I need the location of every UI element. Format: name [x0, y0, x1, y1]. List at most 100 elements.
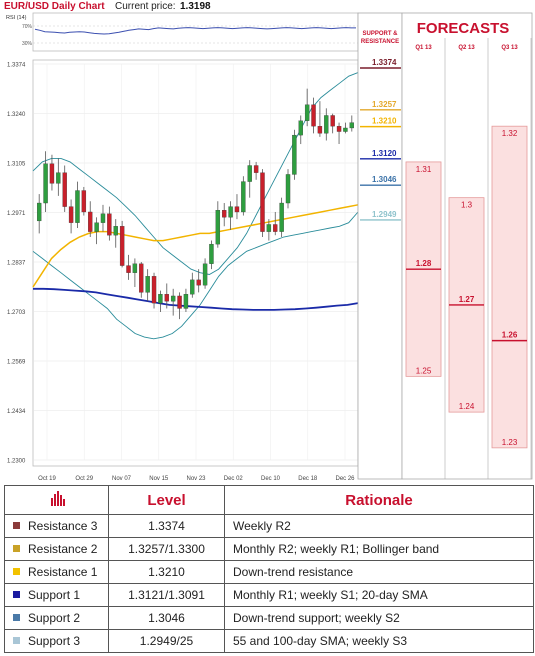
x-tick-label: Oct 19	[38, 476, 56, 482]
table-row: Resistance 3 1.3374 Weekly R2	[4, 514, 534, 538]
candle-body	[215, 210, 221, 245]
rsi-series	[34, 27, 356, 35]
y-tick-label: 1.2434	[7, 409, 26, 415]
y-tick-label: 1.2569	[7, 360, 26, 366]
rsi-label: RSI (14)	[6, 15, 27, 21]
candle-body	[145, 276, 150, 293]
indicator-line	[33, 287, 359, 311]
forecast-value-label: 1.25	[416, 366, 432, 375]
candle-body	[43, 163, 48, 204]
candles	[36, 88, 355, 320]
forecast-value-label: 1.24	[459, 402, 475, 411]
y-tick-label: 1.2703	[7, 310, 26, 316]
y-tick-label: 1.2837	[7, 261, 26, 267]
sr-column	[357, 12, 403, 480]
candle-body	[75, 190, 80, 223]
level-rationale: Down-trend resistance	[224, 560, 534, 584]
candle-body	[228, 206, 233, 218]
color-swatch	[13, 568, 20, 576]
y-tick-label: 1.3374	[7, 63, 26, 69]
x-tick-label: Oct 29	[75, 476, 93, 482]
candle-body	[209, 243, 214, 264]
level-name-cell: Resistance 2	[4, 537, 109, 561]
candle-body	[151, 276, 157, 304]
candle-body	[285, 174, 291, 204]
sr-title-line1: SUPPORT &	[362, 31, 398, 37]
level-name: Support 1	[28, 588, 81, 602]
candle-body	[126, 265, 131, 273]
forecast-value-label: 1.3	[461, 201, 473, 210]
sr-level-label: 1.3374	[372, 58, 397, 67]
levels-table: Level Rationale Resistance 3 1.3374 Week…	[4, 485, 534, 653]
level-value: 1.3210	[108, 560, 225, 584]
level-rationale: Monthly R1; weekly S1; 20-day SMA	[224, 583, 534, 607]
candle-body	[119, 226, 125, 266]
candle-body	[183, 294, 189, 309]
sr-level-label: 1.2949	[372, 210, 397, 219]
forecast-value-label: 1.32	[502, 129, 518, 138]
level-value: 1.3257/1.3300	[108, 537, 225, 561]
forecast-value-label: 1.23	[502, 438, 518, 447]
candle-body	[68, 206, 74, 223]
level-name: Support 3	[28, 634, 81, 648]
forecast-quarter-label: Q1 13	[415, 45, 432, 51]
level-name-cell: Resistance 3	[4, 514, 109, 538]
y-axis-ticks: 1.3374 1.3240 1.3105 1.2971 1.2837 1.2703 1.25…	[7, 63, 26, 465]
level-name: Resistance 1	[28, 565, 98, 579]
x-tick-label: Nov 15	[149, 476, 169, 482]
x-tick-label: Nov 07	[112, 476, 132, 482]
table-header-level: Level	[108, 485, 225, 515]
chart-figure: EUR/USD Daily Chart Current price: 1.319…	[4, 1, 533, 482]
candle-body	[139, 263, 144, 293]
candle-body	[132, 263, 138, 273]
forecast-value-label: 1.27	[459, 295, 475, 304]
candle-body	[304, 104, 310, 121]
x-tick-label: Dec 26	[335, 476, 355, 482]
level-rationale: 55 and 100-day SMA; weekly S3	[224, 629, 534, 653]
candle-body	[88, 211, 93, 232]
level-name-cell: Support 1	[4, 583, 109, 607]
price-pane	[32, 59, 359, 467]
x-tick-label: Nov 23	[186, 476, 206, 482]
candle-body	[56, 172, 61, 184]
forecast-value-label: 1.26	[502, 331, 518, 340]
candle-body	[100, 213, 106, 223]
candle-body	[253, 165, 259, 173]
sr-title-line2: RESISTANCE	[361, 39, 399, 45]
forecast-quarter-label: Q2 13	[458, 45, 475, 51]
y-tick-label: 1.2971	[7, 211, 26, 217]
level-name-cell: Resistance 1	[4, 560, 109, 584]
candle-body	[343, 127, 348, 132]
table-row: Resistance 2 1.3257/1.3300 Monthly R2; w…	[4, 537, 534, 561]
table-row: Resistance 1 1.3210 Down-trend resistanc…	[4, 560, 534, 584]
color-swatch	[13, 522, 20, 530]
forecasts-title: FORECASTS	[417, 20, 510, 37]
table-row: Support 2 1.3046 Down-trend support; wee…	[4, 606, 534, 630]
candle-body	[190, 279, 195, 295]
forecast-value-label: 1.28	[416, 259, 432, 268]
candle-body	[247, 165, 252, 182]
x-tick-label: Dec 02	[224, 476, 244, 482]
table-header-icon-cell	[4, 485, 109, 515]
level-name-cell: Support 2	[4, 606, 109, 630]
indicator-lines	[32, 72, 359, 340]
candle-body	[36, 202, 42, 222]
price-grid	[33, 63, 358, 461]
level-rationale: Down-trend support; weekly S2	[224, 606, 534, 630]
candle-body	[241, 181, 246, 213]
candle-body	[349, 122, 355, 129]
forecast-range	[491, 125, 528, 449]
indicator-line	[32, 72, 359, 275]
candle-body	[170, 295, 176, 302]
x-tick-label: Dec 10	[261, 476, 281, 482]
y-tick-label: 1.3105	[7, 162, 26, 168]
forecasts-columns: Q1 13 1.31 1.28 1.25 Q2 13 1.3 1.27 1.24 Q3 13 1.…	[405, 38, 532, 479]
candle-body	[260, 172, 265, 232]
candle-body	[164, 294, 169, 302]
color-swatch	[13, 545, 20, 553]
color-swatch	[13, 614, 20, 622]
chart-title: EUR/USD Daily Chart	[4, 1, 105, 12]
rsi-70-label: 70%	[22, 24, 33, 30]
level-value: 1.3046	[108, 606, 225, 630]
color-swatch	[13, 637, 20, 645]
